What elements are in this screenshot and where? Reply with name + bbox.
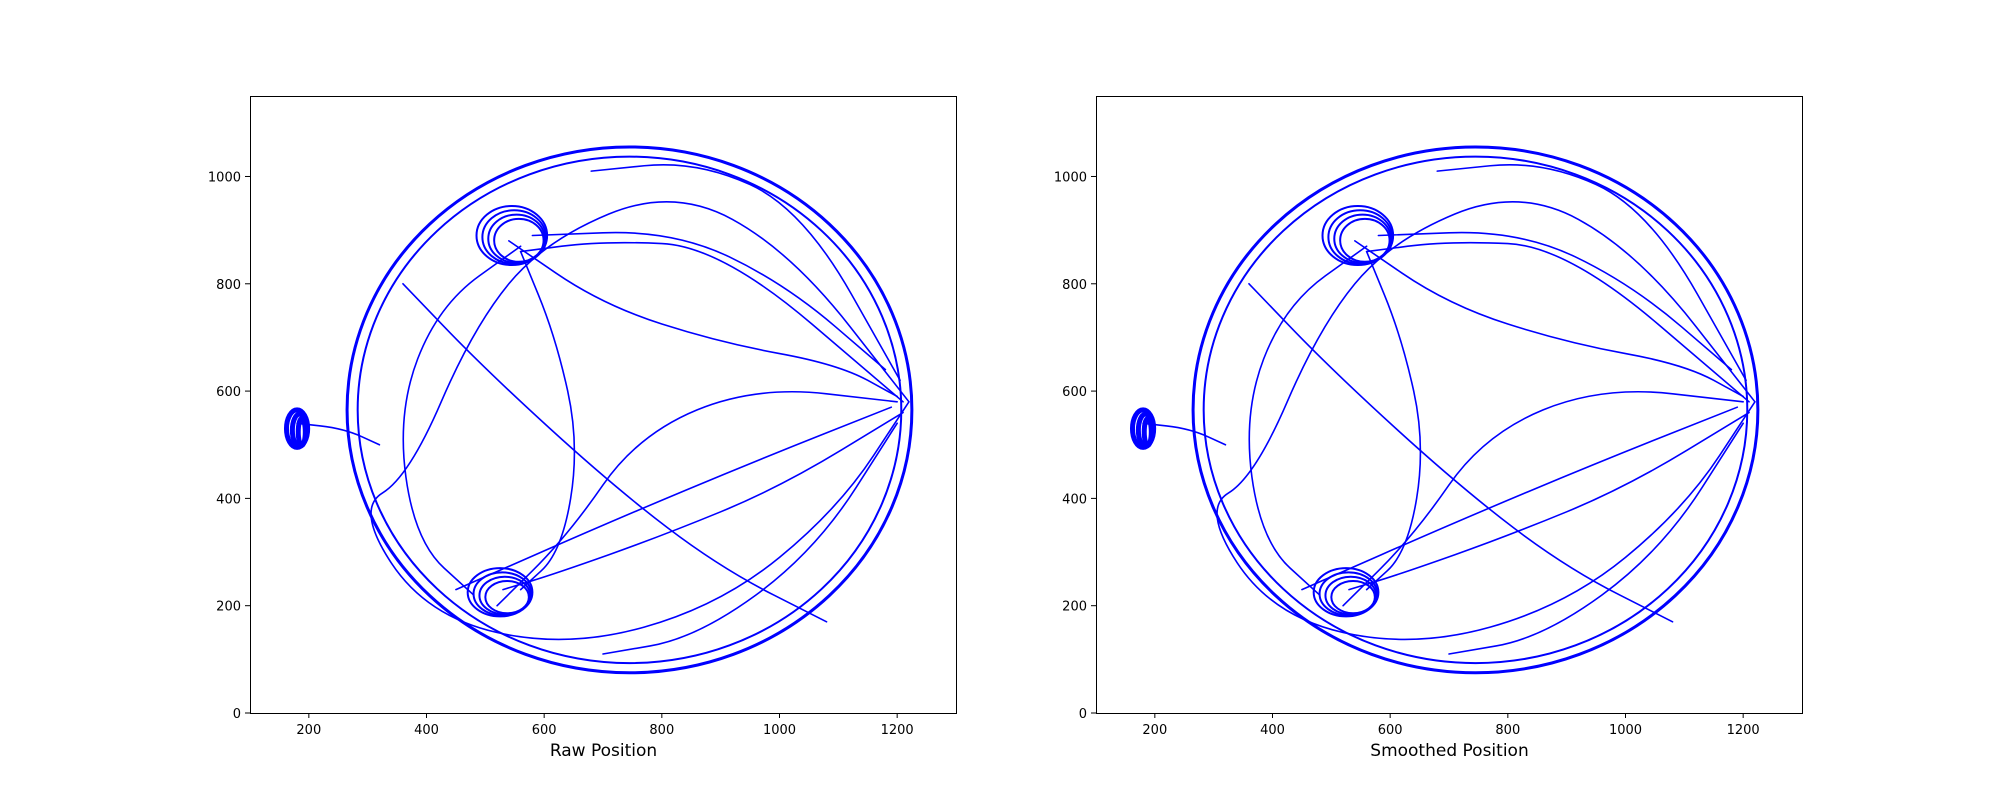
smoothed-position-axes-frame (1096, 96, 1803, 714)
smoothed-position-x-tick-label: 200 (1142, 723, 1167, 738)
raw-position-x-tick-label: 400 (414, 723, 439, 738)
raw-position-trajectory-trace (519, 241, 904, 403)
raw-position-zone-loop-trace (484, 580, 530, 615)
raw-position-trajectory-trace (402, 245, 522, 596)
raw-position-zone-loop-trace (493, 217, 545, 263)
raw-position-zone-loop-trace (466, 567, 534, 618)
raw-position-arena-inner-trace (356, 155, 903, 665)
raw-position-x-tick-label: 1000 (763, 723, 796, 738)
smoothed-position-zone-loop-trace (1141, 415, 1154, 448)
smoothed-position-x-axis-label: Smoothed Position (1370, 741, 1528, 761)
raw-position-zone-loop-trace (295, 415, 308, 448)
raw-position-y-tick-label: 600 (216, 385, 241, 400)
smoothed-position-x-tick-label: 1000 (1609, 723, 1642, 738)
smoothed-position-trajectory-trace (1448, 422, 1744, 655)
smoothed-position-arena-boundary-trace (1191, 145, 1760, 675)
raw-position-y-tick-label: 400 (216, 492, 241, 507)
smoothed-position-y-tick-label: 0 (1079, 707, 1087, 722)
raw-position-trajectory-trace (590, 163, 901, 382)
raw-position-trajectory-trace (402, 282, 828, 623)
raw-position-x-axis-label: Raw Position (550, 741, 657, 761)
smoothed-position-y-tick-label: 200 (1062, 600, 1087, 615)
smoothed-position-panel: 200 400 600 800 1000 1200 0 200 400 600 800 1000 Sm… (1054, 96, 1803, 761)
raw-position-zone-loop-trace (487, 213, 546, 264)
smoothed-position-zone-loop-trace (1339, 217, 1391, 263)
raw-position-trajectory-trace (519, 250, 576, 591)
smoothed-position-zone-loop-trace (1333, 213, 1392, 264)
smoothed-position-trajectory-trace (1365, 241, 1750, 403)
smoothed-position-trajectory-trace (1365, 250, 1422, 591)
raw-position-trajectory-trace (531, 231, 887, 371)
raw-position-trajectory-trace (602, 422, 898, 655)
smoothed-position-ticks: 200 400 600 800 1000 1200 0 200 400 600 800 1000 (1054, 170, 1760, 738)
smoothed-position-arena-inner-trace (1202, 155, 1749, 665)
raw-position-trajectory-trace (508, 240, 898, 398)
raw-position-trajectory-trace (455, 406, 893, 591)
raw-position-x-tick-label: 200 (296, 723, 321, 738)
raw-position-y-tick-label: 200 (216, 600, 241, 615)
raw-position-trajectory-trace (496, 390, 898, 607)
raw-position-y-tick-label: 1000 (208, 170, 241, 185)
smoothed-position-x-tick-label: 1200 (1727, 723, 1760, 738)
smoothed-position-zone-loop-trace (1312, 567, 1380, 618)
smoothed-position-trajectory-trace (1436, 163, 1747, 382)
smoothed-position-x-tick-label: 400 (1260, 723, 1285, 738)
smoothed-position-y-tick-label: 600 (1062, 385, 1087, 400)
smoothed-position-x-tick-label: 600 (1378, 723, 1403, 738)
raw-position-zone-loop-trace (481, 209, 547, 265)
raw-position-arena-boundary-trace (345, 145, 914, 675)
raw-position-trajectory-trace (502, 411, 904, 591)
smoothed-position-traces (1129, 145, 1760, 675)
raw-position-x-tick-label: 1200 (881, 723, 914, 738)
raw-position-traces (283, 145, 914, 675)
raw-position-axes-frame (250, 96, 957, 714)
raw-position-ticks: 200 400 600 800 1000 1200 0 200 400 600 800 1000 (208, 170, 914, 738)
smoothed-position-trajectory-trace (1377, 231, 1733, 371)
raw-position-x-tick-label: 800 (649, 723, 674, 738)
smoothed-position-y-tick-label: 1000 (1054, 170, 1087, 185)
smoothed-position-zone-loop-trace (1330, 580, 1376, 615)
smoothed-position-trajectory-trace (1348, 411, 1750, 591)
smoothed-position-trajectory-trace (1142, 422, 1227, 446)
raw-position-y-tick-label: 800 (216, 278, 241, 293)
smoothed-position-trajectory-trace (1301, 406, 1739, 591)
raw-position-panel: 200 400 600 800 1000 1200 0 200 400 600 800 1000 Ra… (208, 96, 957, 761)
smoothed-position-trajectory-trace (1248, 245, 1368, 596)
smoothed-position-zone-loop-trace (1324, 575, 1378, 616)
smoothed-position-y-tick-label: 800 (1062, 278, 1087, 293)
smoothed-position-trajectory-trace (1342, 390, 1744, 607)
raw-position-y-tick-label: 0 (233, 707, 241, 722)
smoothed-position-trajectory-trace (1248, 282, 1674, 623)
smoothed-position-trajectory-trace (1354, 240, 1744, 398)
smoothed-position-y-tick-label: 400 (1062, 492, 1087, 507)
raw-position-x-tick-label: 600 (532, 723, 557, 738)
smoothed-position-x-tick-label: 800 (1495, 723, 1520, 738)
smoothed-position-zone-loop-trace (1327, 209, 1393, 265)
raw-position-trajectory-trace (296, 422, 381, 446)
raw-position-zone-loop-trace (478, 575, 532, 616)
